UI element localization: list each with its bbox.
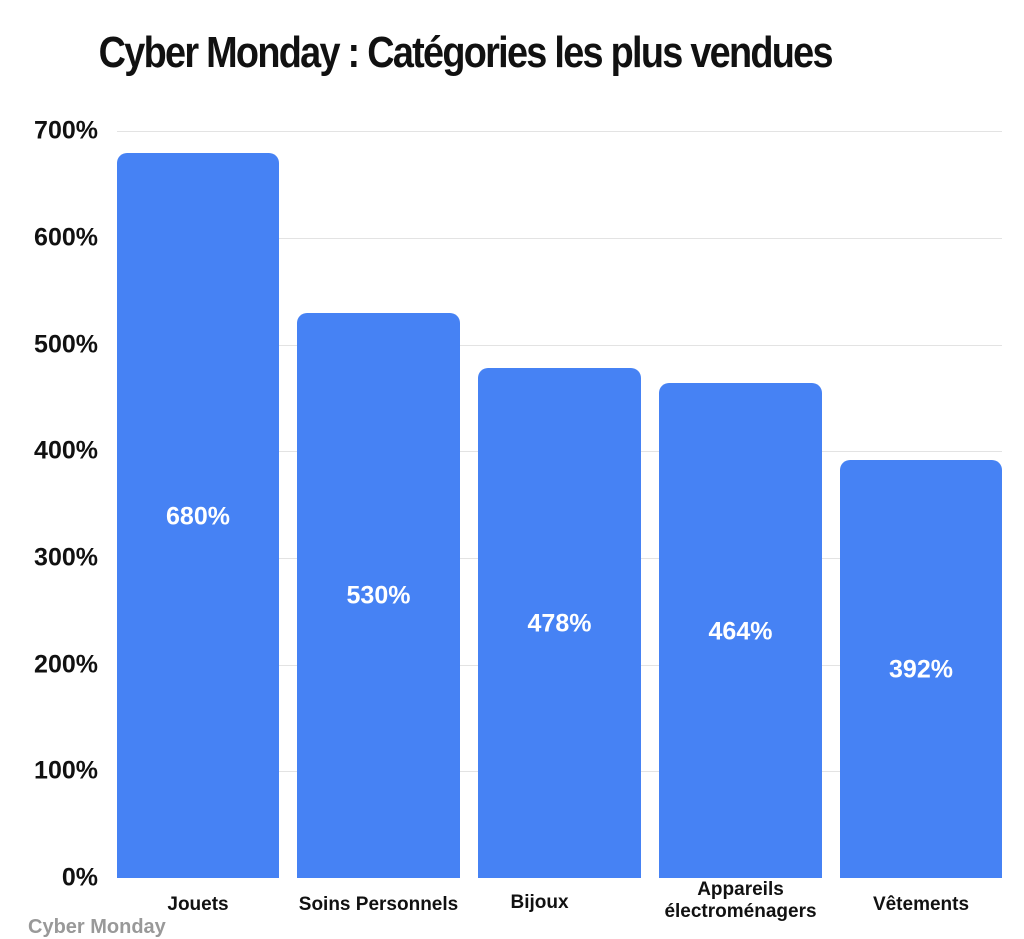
bar-value-label: 530% xyxy=(346,581,411,610)
source-note: Cyber Monday xyxy=(28,916,166,938)
gridline xyxy=(117,345,1002,346)
bar-value-label: 680% xyxy=(166,502,230,531)
bar-value-label: 478% xyxy=(527,609,592,638)
chart-title: Cyber Monday : Catégories les plus vendu… xyxy=(98,28,834,77)
x-label-bijoux: Bijoux xyxy=(510,892,569,913)
gridline xyxy=(117,238,1002,239)
x-label-line-2: électroménagers xyxy=(664,901,817,922)
bar-value-label: 392% xyxy=(889,655,953,684)
y-tick-200: 200% xyxy=(34,650,98,679)
x-label-vetements: Vêtements xyxy=(872,894,970,915)
bar-jouets: 680% xyxy=(117,153,279,878)
y-tick-600: 600% xyxy=(34,223,98,252)
x-label-jouets: Jouets xyxy=(167,894,229,915)
y-tick-300: 300% xyxy=(34,543,98,572)
y-tick-400: 400% xyxy=(34,436,98,465)
bar-value-label: 464% xyxy=(708,617,773,646)
x-label-line-1: Appareils xyxy=(697,879,784,900)
x-label-soins-personnels: Soins Personnels xyxy=(298,894,459,915)
bar-bijoux: 478% xyxy=(478,368,641,878)
y-tick-100: 100% xyxy=(34,756,98,785)
bar-vetements: 392% xyxy=(840,460,1002,878)
bar-appareils-electromenagers: 464% xyxy=(659,383,822,878)
y-tick-500: 500% xyxy=(34,330,98,359)
bar-soins-personnels: 530% xyxy=(297,313,460,878)
gridline xyxy=(117,131,1002,132)
x-label-appareils-electromenagers: Appareils électroménagers xyxy=(624,879,857,923)
y-tick-700: 700% xyxy=(34,116,98,145)
y-tick-0: 0% xyxy=(61,863,98,892)
